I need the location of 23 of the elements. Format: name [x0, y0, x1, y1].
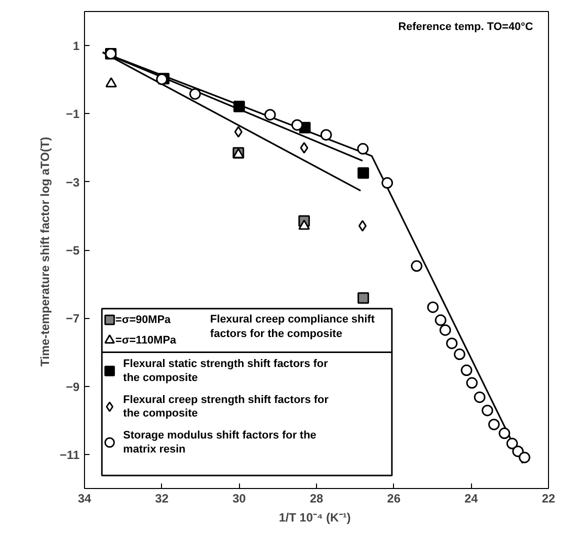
x-tick-label: 26: [387, 492, 401, 506]
legend-label: =σ=90MPa: [115, 314, 172, 326]
y-tick-label: −11: [60, 448, 80, 462]
annotation: Reference temp. TO=40°C: [398, 20, 534, 33]
y-tick-label: −5: [66, 244, 80, 258]
x-tick-label: 32: [155, 492, 169, 506]
legend-label: Flexural static strength shift factors for the composite: [123, 358, 329, 384]
x-tick-label: 30: [232, 492, 246, 506]
y-tick-label: −7: [66, 312, 80, 326]
legend-label: Flexural creep strength shift factors for the composite: [123, 394, 330, 420]
y-axis-title: Time-temperature shift factor log aTO(T): [38, 136, 52, 366]
x-tick-label: 28: [310, 492, 324, 506]
y-tick-label: −3: [66, 175, 80, 190]
x-axis-title: 1/T 10⁻⁴ (K⁻¹): [278, 510, 351, 524]
y-tick-label: −1: [66, 107, 80, 122]
x-tick-label: 22: [542, 492, 556, 506]
x-tick-label: 24: [464, 492, 478, 506]
y-tick-label: 1: [72, 39, 80, 54]
legend-label: Storage modulus shift factors for the matrix resin: [123, 430, 316, 456]
annotation: Flexural creep compliance shift factors for the composite: [210, 314, 375, 340]
x-tick-label: 34: [78, 492, 92, 506]
y-tick-label: −9: [66, 380, 80, 394]
legend-label: =σ=110MPa: [115, 334, 178, 346]
